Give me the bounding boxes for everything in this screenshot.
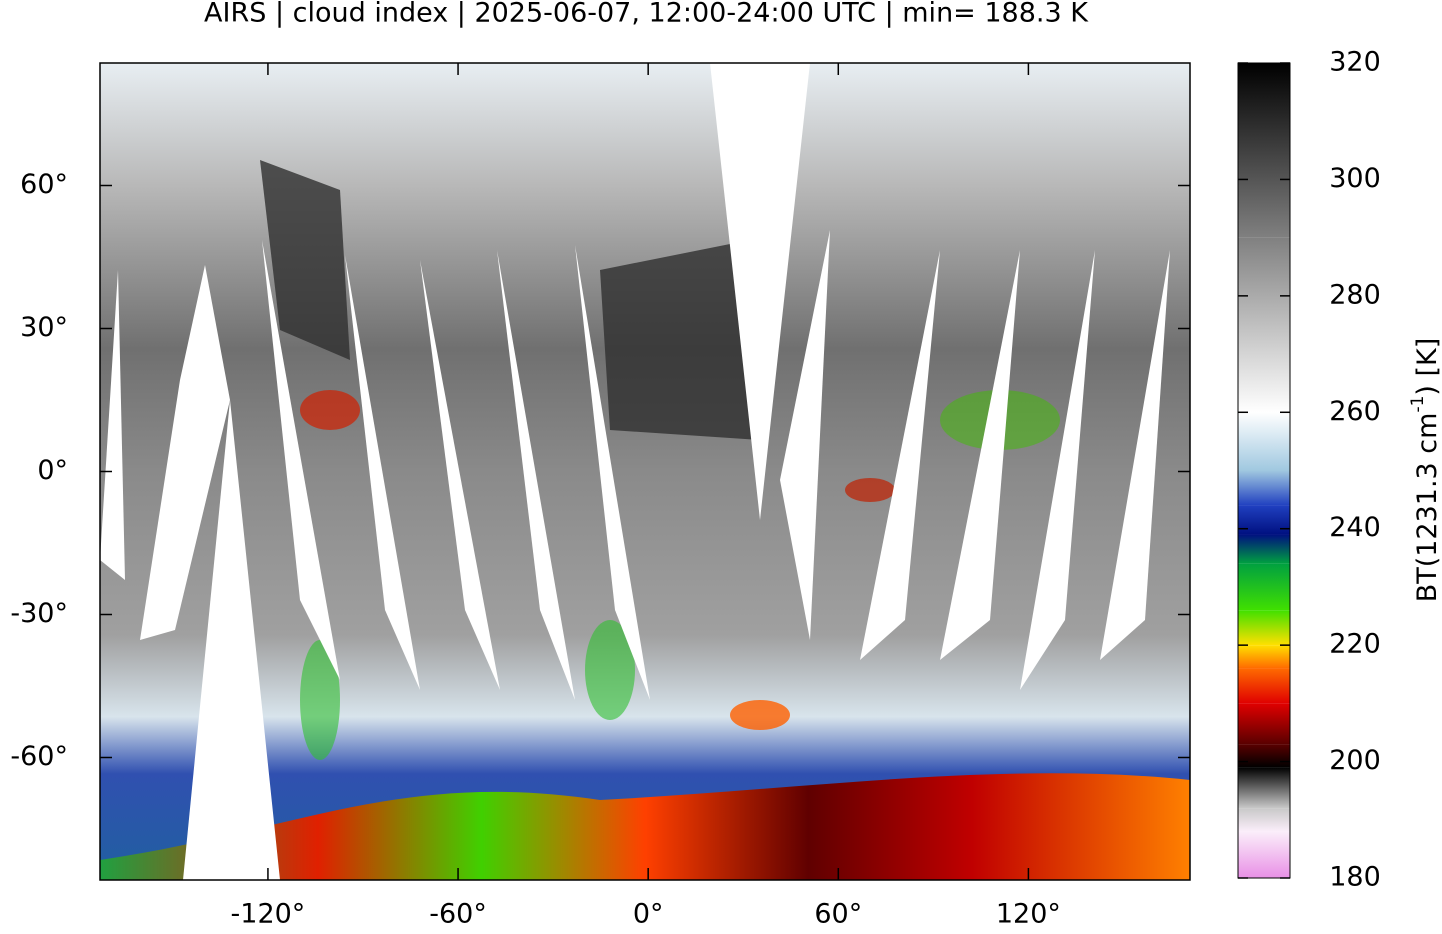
y-tick-label: -60° xyxy=(10,741,68,772)
colorbar-segment xyxy=(1238,63,1290,238)
x-tick-label: 60° xyxy=(814,899,862,930)
colorbar-segment xyxy=(1238,645,1290,668)
colorbar-tick-label: 280 xyxy=(1329,279,1381,310)
colorbar-segment xyxy=(1238,703,1290,744)
colorbar-tick-label: 300 xyxy=(1329,163,1381,194)
colorbar-segment xyxy=(1238,610,1290,645)
chart-title: AIRS | cloud index | 2025-06-07, 12:00-2… xyxy=(204,0,1089,29)
colorbar-tick-label: 260 xyxy=(1329,396,1381,427)
y-tick-label: 30° xyxy=(20,312,68,343)
x-tick-label: 120° xyxy=(996,899,1061,930)
map-image xyxy=(100,63,1190,880)
colorbar-label-sup: -1 xyxy=(1408,396,1428,413)
colorbar-segment xyxy=(1238,564,1290,611)
colorbar-segment xyxy=(1238,767,1290,808)
colorbar-label-part: ) [K] xyxy=(1412,338,1442,396)
colorbar-tick-label: 180 xyxy=(1329,862,1381,893)
colorbar-tick-label: 240 xyxy=(1329,512,1381,543)
colorbar-segment xyxy=(1238,505,1290,534)
colorbar-segment xyxy=(1238,471,1290,506)
colorbar-segment xyxy=(1238,535,1290,564)
colorbar-segment xyxy=(1238,808,1290,831)
x-tick-label: 0° xyxy=(633,899,664,930)
colorbar-tick-label: 200 xyxy=(1329,745,1381,776)
x-tick-label: -120° xyxy=(231,899,306,930)
colorbar-segment xyxy=(1238,831,1290,878)
x-tick-label: -60° xyxy=(429,899,487,930)
colorbar-segment xyxy=(1238,744,1290,767)
y-tick-label: 0° xyxy=(37,455,68,486)
colorbar-segment xyxy=(1238,238,1290,413)
colorbar-tick-label: 320 xyxy=(1329,47,1381,78)
colorbar-segment xyxy=(1238,412,1290,470)
colorbar-label: BT(1231.3 cm-1) [K] xyxy=(1408,338,1442,603)
y-tick-label: -30° xyxy=(10,598,68,629)
y-tick-label: 60° xyxy=(20,169,68,200)
colorbar-label-part: BT(1231.3 cm xyxy=(1412,413,1442,603)
colorbar-tick-label: 220 xyxy=(1329,629,1381,660)
colorbar-segment xyxy=(1238,668,1290,703)
